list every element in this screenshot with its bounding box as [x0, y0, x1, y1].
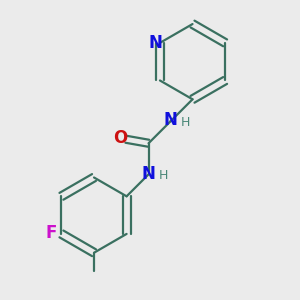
Text: N: N — [164, 111, 178, 129]
Text: N: N — [148, 34, 162, 52]
Text: H: H — [181, 116, 190, 129]
Text: N: N — [142, 165, 155, 183]
Text: O: O — [113, 129, 127, 147]
Text: H: H — [159, 169, 168, 182]
Text: F: F — [45, 224, 57, 242]
